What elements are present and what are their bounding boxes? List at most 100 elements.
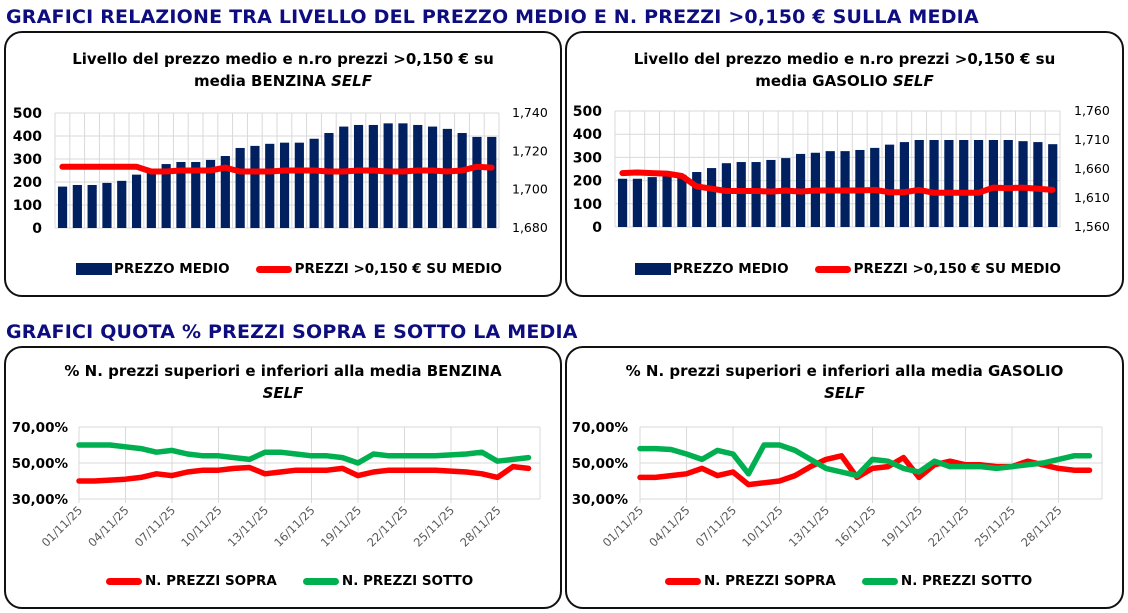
y2-tick-label: 1,660 [1074,161,1110,176]
bar [413,124,423,228]
bar [176,161,186,228]
y-tick-label: 100 [13,198,42,214]
legend-swatch-green [302,577,339,585]
y-tick-label: 30,00% [12,492,69,508]
bar [487,136,497,228]
x-tick-label: 07/11/25 [132,503,178,549]
x-tick-label: 01/11/25 [600,503,646,549]
chart-title: Livello del prezzo medio e n.ro prezzi >… [567,48,1122,92]
chart-title-line1: % N. prezzi superiori e inferiori alla m… [64,362,502,380]
x-tick-label: 16/11/25 [271,503,317,549]
chart-legend: PREZZO MEDIO PREZZI >0,150 € SU MEDIO [635,261,1061,277]
bar [1018,141,1028,227]
chart-title-line2: media BENZINA [194,72,332,90]
x-tick-label: 19/11/25 [879,503,925,549]
bar [427,126,438,228]
bar [131,174,142,228]
bar [1003,140,1013,227]
bar [294,142,304,228]
bar [398,123,408,228]
bar [632,178,642,227]
bar [457,133,467,228]
bar [279,142,290,228]
y2-tick-label: 1,760 [1074,103,1110,118]
y-tick-label: 200 [13,175,42,191]
chart-panel-benzina-share: % N. prezzi superiori e inferiori alla m… [4,346,562,609]
y2-tick-label: 1,610 [1074,190,1110,205]
x-tick-label: 07/11/25 [693,503,739,549]
chart-legend: N. PREZZI SOPRA N. PREZZI SOTTO [665,573,1032,589]
legend-swatch-green [861,577,898,585]
chart-title-line1: Livello del prezzo medio e n.ro prezzi >… [72,50,494,68]
y2-tick-label: 1,740 [512,105,548,120]
x-tick-label: 01/11/25 [39,503,85,549]
bar [146,172,156,228]
y-tick-label: 200 [573,174,602,190]
y2-tick-label: 1,680 [512,220,548,235]
bar [884,144,895,227]
bar [944,140,954,227]
x-tick-label: 25/11/25 [972,503,1018,549]
legend-swatch-bar [76,263,112,275]
chart-title-italic: SELF [892,72,934,90]
bar [988,140,998,227]
bar [692,172,702,227]
bar [353,124,364,228]
y-tick-label: 30,00% [572,492,629,508]
section-heading-share: GRAFICI QUOTA % PREZZI SOPRA E SOTTO LA … [6,321,578,343]
y-tick-label: 50,00% [572,456,629,472]
legend-label: N. PREZZI SOTTO [341,573,474,589]
x-tick-label: 16/11/25 [832,503,878,549]
legend-label: N. PREZZI SOTTO [900,573,1033,589]
legend-swatch-red [665,577,701,585]
bar [1048,144,1058,227]
y-tick-label: 50,00% [12,456,69,472]
bar [191,161,201,228]
chart-title: % N. prezzi superiori e inferiori alla m… [6,360,560,404]
x-tick-label: 22/11/25 [925,503,971,549]
x-tick-label: 04/11/25 [646,503,692,549]
y-tick-label: 300 [13,152,42,168]
y-tick-label: 500 [573,104,602,120]
y2-tick-label: 1,710 [1074,132,1110,147]
series-line-prezzi-sotto [637,442,1093,479]
x-tick-label: 13/11/25 [786,503,832,549]
x-tick-label: 10/11/25 [739,503,785,549]
bar [751,162,761,227]
bar [250,145,260,228]
bar [161,164,171,228]
bar [472,136,482,228]
legend-swatch-bar [635,263,671,275]
bar [383,123,393,228]
x-tick-label: 28/11/25 [457,503,503,549]
bar [368,124,378,228]
bar [706,168,717,227]
chart-legend: PREZZO MEDIO PREZZI >0,150 € SU MEDIO [76,261,502,277]
x-tick-label: 13/11/25 [225,503,271,549]
legend-label: PREZZO MEDIO [673,261,789,277]
bar [721,163,731,227]
x-tick-label: 22/11/25 [364,503,410,549]
bar [929,140,939,227]
y-tick-label: 0 [592,220,602,236]
y-tick-label: 70,00% [12,420,69,436]
bar [973,140,984,227]
y2-tick-label: 1,560 [1074,219,1110,234]
y-tick-label: 70,00% [572,420,629,436]
bar [72,184,82,228]
legend-label: PREZZI >0,150 € SU MEDIO [853,261,1062,277]
series-line-prezzi-sopra [76,463,532,484]
y-tick-label: 400 [573,127,602,143]
bar [220,156,230,228]
x-tick-label: 28/11/25 [1018,503,1064,549]
chart-title: Livello del prezzo medio e n.ro prezzi >… [6,48,560,92]
legend-label: PREZZI >0,150 € SU MEDIO [294,261,503,277]
chart-title-line2: media GASOLIO [755,72,893,90]
bar [102,182,112,228]
bar [647,177,657,227]
legend-label: N. PREZZI SOPRA [704,573,836,589]
bar [324,133,334,228]
chart-title-italic: SELF [824,384,865,402]
